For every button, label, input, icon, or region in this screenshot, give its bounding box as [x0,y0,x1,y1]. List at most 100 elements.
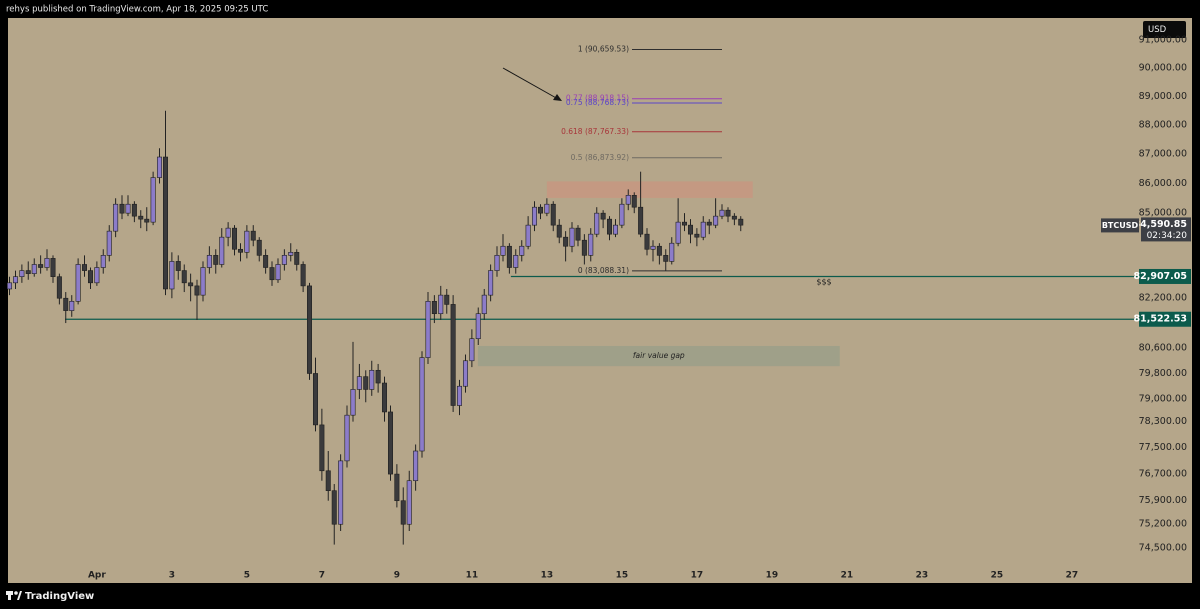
candle-body [106,230,112,256]
x-tick-label: 25 [991,571,1004,581]
candle-body [88,270,94,284]
candle-body [725,209,731,217]
fib-label: 0.75 (88,768.73) [566,98,629,107]
candle-body [563,236,569,247]
candle-body [256,239,262,256]
candle-body [163,156,169,290]
candle-body [213,255,219,265]
candle-body [556,224,562,238]
candle-body [319,424,325,472]
candle-body [731,215,737,220]
arrow-line [502,67,559,100]
candle-body [144,218,150,223]
x-tick-label: 23 [916,571,929,581]
y-tick-label: 88,000.00 [1139,120,1187,131]
candle-body [456,385,462,406]
candle-body [19,270,25,277]
candle-body [575,227,581,241]
candle-body [250,230,256,241]
y-tick-label: 78,300.00 [1139,416,1187,427]
arrow-head [553,94,562,101]
y-tick-label: 85,000.00 [1139,208,1187,219]
annotation: $$$ [816,278,831,287]
candle-body [406,480,412,525]
candle-body [600,212,606,220]
candle-body [450,304,456,406]
y-tick-label: 75,200.00 [1139,519,1187,530]
candle-body [219,236,225,265]
x-tick-label: 5 [244,571,250,581]
candle-body [306,285,312,374]
candle-body [188,282,194,287]
candle-body [663,255,669,262]
candle-body [131,203,137,217]
y-tick-label: 74,500.00 [1139,542,1187,553]
candle-body [475,313,481,340]
y-tick-label: 79,000.00 [1139,394,1187,405]
candle-body [413,450,419,482]
candle-body [594,212,600,235]
candle-body [375,369,381,384]
candle-body [644,233,650,250]
candle-body [550,203,556,226]
y-tick-label: 91,000.00 [1139,34,1187,45]
candle-body [288,251,294,256]
candle-body [300,264,306,287]
candle-body [31,264,37,274]
candle-body [38,264,44,268]
candle-body [738,218,744,226]
last-price: 84,590.85 [1134,219,1188,230]
candle-body [338,460,344,525]
candle-body [44,258,50,268]
x-tick-label: 3 [169,571,175,581]
candle-body [331,490,337,525]
zone-label: fair value gap [633,351,685,360]
candle-body [544,203,550,214]
candle-body [269,267,275,281]
candle-body [244,230,250,253]
fib-label: 1 (90,659.53) [578,44,629,53]
candle-body [7,282,13,290]
y-tick-label: 80,600.00 [1139,343,1187,354]
x-tick-label: 15 [616,571,629,581]
header: rehys published on TradingView.com, Apr … [6,5,268,15]
fib-label: 0 (83,088.31) [578,266,629,275]
level-label: 82,907.05 [1134,271,1188,282]
zone [546,181,753,198]
logo-part [8,591,11,600]
candle-body [694,233,700,238]
candle-body [462,360,468,387]
x-tick-label: 17 [691,571,704,581]
candle-body [506,245,512,268]
candle-body [232,227,238,250]
candle-body [569,227,575,247]
footer-brand: TradingView [25,591,94,602]
candle-body [612,224,618,235]
candle-body [606,218,612,235]
x-tick-label: 19 [766,571,779,581]
y-tick-label: 87,000.00 [1139,149,1187,160]
x-tick-label: 11 [466,571,479,581]
candle-body [25,270,31,274]
logo-part [14,591,18,595]
fib-label: 0.618 (87,767.33) [561,127,629,136]
candle-body [369,369,375,390]
candle-body [281,255,287,265]
logo-part [17,591,22,600]
candle-body [356,376,362,390]
candle-body [656,245,662,256]
candle-body [138,215,144,220]
candle-body [194,285,200,296]
candle-body [625,194,631,205]
candle-body [94,267,100,284]
zone [477,345,840,367]
currency: USD [1148,25,1167,35]
y-tick-label: 77,500.00 [1139,442,1187,453]
candle-body [700,221,706,238]
candle-body [469,338,475,362]
candle-body [537,206,543,214]
candle-body [706,221,712,226]
candle-body [275,264,281,281]
candle-body [481,294,487,315]
candle-body [125,203,131,214]
